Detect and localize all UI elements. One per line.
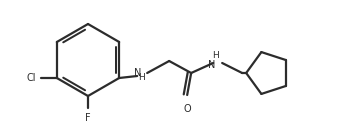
- Text: H: H: [138, 73, 145, 82]
- Text: Cl: Cl: [26, 73, 35, 83]
- Text: N: N: [208, 60, 216, 70]
- Text: O: O: [183, 104, 191, 114]
- Text: N: N: [135, 68, 142, 78]
- Text: F: F: [85, 113, 91, 123]
- Text: H: H: [212, 51, 218, 60]
